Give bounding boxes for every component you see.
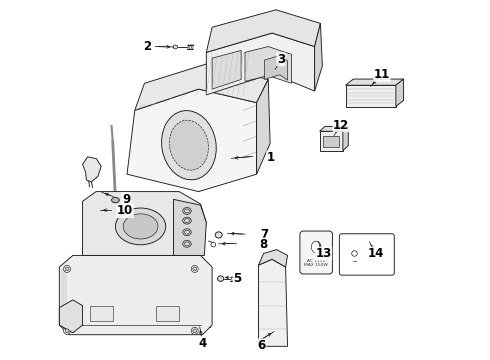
Ellipse shape: [64, 327, 71, 334]
Text: 14: 14: [368, 247, 384, 260]
Ellipse shape: [64, 265, 71, 273]
Ellipse shape: [185, 230, 189, 234]
Polygon shape: [345, 79, 404, 85]
Bar: [379, 256, 384, 263]
Polygon shape: [127, 89, 257, 192]
Ellipse shape: [170, 120, 208, 170]
Text: ~: ~: [351, 259, 357, 265]
Bar: [368, 244, 388, 267]
Ellipse shape: [183, 240, 191, 247]
Text: 13: 13: [316, 247, 332, 260]
Polygon shape: [206, 10, 320, 52]
Ellipse shape: [183, 207, 191, 215]
Ellipse shape: [215, 232, 222, 238]
Ellipse shape: [65, 267, 69, 271]
Polygon shape: [59, 256, 212, 335]
Text: 11: 11: [374, 68, 390, 81]
Ellipse shape: [162, 111, 216, 180]
Polygon shape: [319, 126, 348, 131]
Polygon shape: [245, 46, 292, 83]
Bar: [90, 306, 114, 321]
Polygon shape: [319, 131, 343, 150]
Polygon shape: [173, 199, 206, 256]
Bar: [156, 306, 179, 321]
Polygon shape: [396, 79, 404, 107]
Ellipse shape: [191, 265, 198, 273]
Ellipse shape: [211, 242, 216, 247]
Text: 9: 9: [122, 193, 130, 206]
Text: 2: 2: [144, 40, 151, 53]
Ellipse shape: [218, 276, 224, 281]
Polygon shape: [315, 23, 322, 91]
Ellipse shape: [185, 209, 189, 213]
Text: 7: 7: [261, 229, 269, 242]
Bar: [345, 244, 364, 267]
Ellipse shape: [123, 214, 158, 239]
Polygon shape: [82, 157, 101, 182]
Text: 6: 6: [258, 339, 266, 352]
Ellipse shape: [183, 217, 191, 224]
Ellipse shape: [191, 327, 198, 334]
Text: AC 115V
MAX 150W: AC 115V MAX 150W: [304, 259, 328, 267]
Ellipse shape: [193, 329, 196, 333]
Polygon shape: [257, 80, 270, 174]
Text: 5: 5: [233, 272, 242, 285]
Polygon shape: [264, 55, 288, 80]
FancyBboxPatch shape: [340, 234, 394, 275]
Polygon shape: [82, 192, 206, 256]
Text: 10: 10: [117, 204, 133, 217]
Ellipse shape: [116, 208, 166, 245]
Polygon shape: [345, 85, 396, 107]
Text: 3: 3: [277, 53, 285, 66]
Ellipse shape: [193, 267, 196, 271]
Text: 4: 4: [198, 337, 207, 350]
Bar: [323, 136, 339, 147]
Ellipse shape: [183, 229, 191, 236]
Polygon shape: [59, 300, 82, 333]
Text: 12: 12: [333, 118, 349, 131]
Ellipse shape: [65, 329, 69, 333]
FancyBboxPatch shape: [300, 231, 332, 274]
Polygon shape: [259, 249, 288, 267]
Text: 1: 1: [267, 151, 275, 164]
Ellipse shape: [112, 197, 119, 203]
Polygon shape: [193, 308, 210, 327]
Polygon shape: [135, 64, 268, 111]
Polygon shape: [206, 33, 315, 95]
Bar: [371, 256, 376, 263]
Polygon shape: [212, 50, 241, 89]
Ellipse shape: [173, 45, 178, 49]
Polygon shape: [343, 126, 348, 150]
Polygon shape: [259, 259, 288, 346]
Text: 8: 8: [259, 238, 268, 251]
Ellipse shape: [185, 219, 189, 222]
Ellipse shape: [311, 241, 321, 253]
Ellipse shape: [185, 242, 189, 246]
